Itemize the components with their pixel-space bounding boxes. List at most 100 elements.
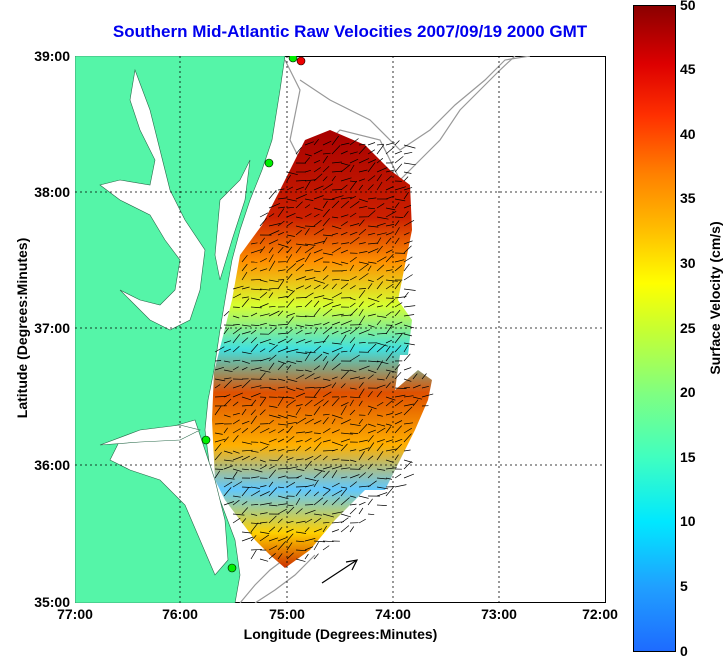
velocity-arrow <box>259 465 267 470</box>
velocity-arrow <box>250 288 262 291</box>
velocity-arrow <box>223 340 232 344</box>
velocity-arrow <box>268 342 275 346</box>
velocity-arrow <box>394 387 407 389</box>
velocity-arrow <box>403 324 415 329</box>
velocity-arrow <box>358 169 368 173</box>
velocity-arrow <box>250 306 262 309</box>
velocity-arrow <box>367 374 374 380</box>
velocity-arrow <box>250 425 261 434</box>
velocity-arrow <box>349 474 360 479</box>
velocity-arrow <box>385 400 393 407</box>
velocity-arrow <box>340 370 349 380</box>
velocity-arrow <box>259 212 269 218</box>
velocity-arrow <box>331 414 343 419</box>
velocity-arrow <box>286 206 295 209</box>
velocity-arrow <box>340 497 350 506</box>
velocity-arrow <box>367 303 375 308</box>
velocity-arrow <box>304 198 314 201</box>
velocity-arrow <box>241 254 248 263</box>
velocity-arrow <box>403 245 412 254</box>
velocity-arrow <box>232 495 241 498</box>
velocity-arrow <box>304 509 316 515</box>
velocity-arrow <box>313 406 321 416</box>
velocity-arrow <box>268 305 276 308</box>
velocity-arrow <box>286 316 294 326</box>
velocity-arrow <box>313 540 325 543</box>
velocity-arrow <box>403 274 413 281</box>
velocity-arrow <box>394 399 404 407</box>
velocity-arrow <box>214 468 224 470</box>
velocity-arrow <box>403 151 413 155</box>
velocity-arrow <box>313 553 319 560</box>
velocity-arrow <box>268 279 279 283</box>
velocity-arrow <box>376 477 387 480</box>
velocity-arrow <box>331 511 344 515</box>
velocity-arrow <box>214 360 222 362</box>
velocity-arrow <box>403 219 415 227</box>
velocity-arrow <box>277 526 283 533</box>
velocity-arrow <box>358 273 369 281</box>
velocity-arrow <box>313 159 321 164</box>
velocity-arrow <box>286 360 297 364</box>
velocity-arrow <box>304 437 312 443</box>
velocity-arrow <box>241 501 248 506</box>
colorbar-tick: 30 <box>680 255 696 271</box>
velocity-field <box>212 130 432 568</box>
velocity-arrow <box>376 315 387 318</box>
velocity-arrow <box>295 558 306 562</box>
velocity-arrow <box>358 365 370 371</box>
bathymetry-contour <box>299 56 531 151</box>
velocity-arrow <box>313 386 325 389</box>
velocity-arrow <box>376 492 388 497</box>
y-tick-label: 36:00 <box>34 457 70 473</box>
velocity-arrow <box>358 400 363 407</box>
velocity-arrow <box>313 284 321 290</box>
velocity-arrow <box>313 228 325 236</box>
velocity-arrow <box>259 258 267 263</box>
velocity-arrow <box>286 174 291 182</box>
velocity-arrow <box>268 310 280 317</box>
velocity-arrow <box>403 473 415 479</box>
velocity-arrow <box>358 439 368 443</box>
velocity-arrow <box>223 369 233 373</box>
velocity-arrow <box>259 491 270 497</box>
velocity-arrow <box>304 157 311 164</box>
velocity-arrow <box>295 369 304 372</box>
velocity-arrow <box>322 470 330 479</box>
velocity-arrow <box>358 382 364 389</box>
velocity-arrow <box>376 333 388 335</box>
velocity-arrow <box>286 263 297 272</box>
velocity-arrow <box>322 234 333 237</box>
x-tick-label: 74:00 <box>375 606 411 622</box>
velocity-arrow <box>349 276 357 281</box>
velocity-arrow <box>286 364 292 371</box>
velocity-arrow <box>268 354 277 362</box>
velocity-arrow <box>304 180 311 191</box>
velocity-arrow <box>232 366 239 371</box>
velocity-arrow <box>322 152 331 155</box>
velocity-arrow <box>394 321 403 326</box>
velocity-arrow <box>214 346 225 353</box>
velocity-arrow <box>367 184 374 191</box>
velocity-arrow <box>358 485 371 488</box>
velocity-arrow <box>232 285 244 290</box>
velocity-arrow <box>223 327 230 335</box>
velocity-arrow <box>295 498 301 506</box>
velocity-arrow <box>376 264 385 272</box>
velocity-arrow <box>295 305 303 308</box>
velocity-arrow <box>358 465 364 470</box>
velocity-arrow <box>304 269 314 272</box>
velocity-arrow <box>367 313 376 317</box>
velocity-arrow <box>304 213 312 218</box>
velocity-arrow <box>295 445 301 452</box>
velocity-arrow <box>259 348 266 353</box>
velocity-arrow <box>304 369 312 373</box>
velocity-arrow <box>340 221 348 227</box>
velocity-arrow <box>331 145 341 155</box>
velocity-arrow <box>223 377 232 380</box>
velocity-arrow <box>367 248 379 254</box>
velocity-arrow <box>322 198 335 200</box>
velocity-arrow <box>340 279 350 281</box>
velocity-arrow <box>295 468 305 471</box>
velocity-arrow <box>286 396 295 399</box>
